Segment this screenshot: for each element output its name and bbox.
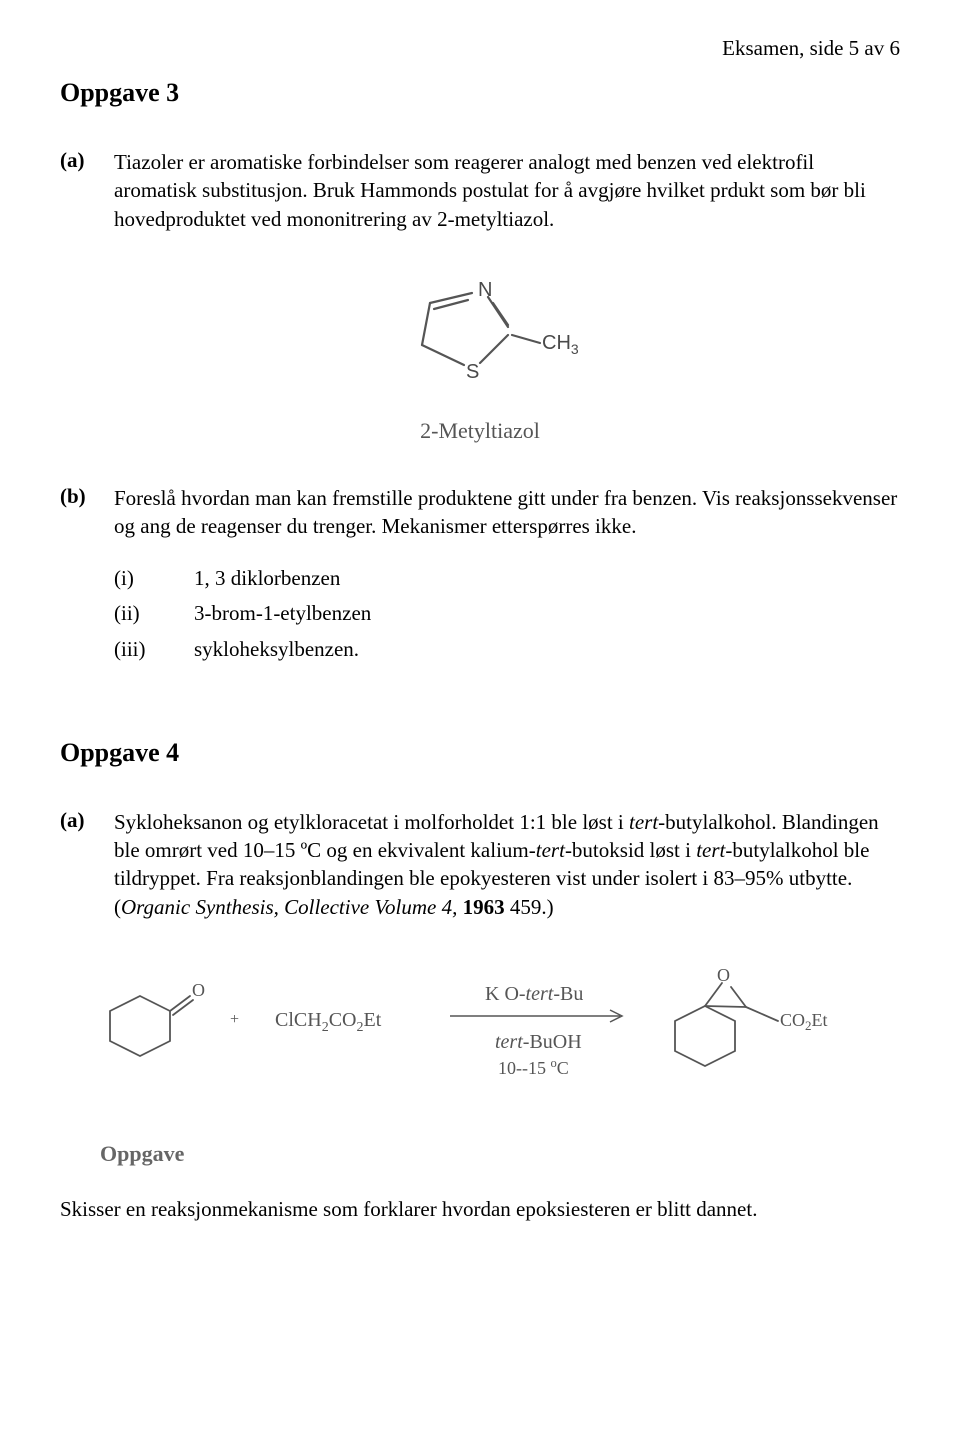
product-svg: O CO2Et bbox=[660, 961, 860, 1081]
arrow-frag: -BuOH bbox=[523, 1031, 582, 1053]
task3-heading: Oppgave 3 bbox=[60, 78, 900, 108]
arrow-bottom-label-2: 10--15 oC bbox=[498, 1056, 569, 1079]
arrow-frag-it: tert bbox=[526, 983, 554, 1005]
text-frag: 459.) bbox=[505, 895, 554, 919]
arrow-frag: 10--15 bbox=[498, 1058, 551, 1078]
task3-part-a: (a) Tiazoler er aromatiske forbindelser … bbox=[60, 148, 900, 233]
task3-part-a-text: Tiazoler er aromatiske forbindelser som … bbox=[114, 148, 900, 233]
methylthiazole-structure: N S CH3 2-Metyltiazol bbox=[60, 263, 900, 444]
task4-part-a-label: (a) bbox=[60, 808, 114, 833]
task3-b-item-3: (iii) sykloheksylbenzen. bbox=[114, 632, 900, 668]
task3-part-b-label: (b) bbox=[60, 484, 114, 509]
arrow-bottom-label-1: tert-BuOH bbox=[495, 1031, 582, 1054]
task4-part-a-text: Sykloheksanon og etylkloracetat i molfor… bbox=[114, 808, 900, 921]
product-co2et: CO bbox=[780, 1010, 805, 1030]
structure-caption: 2-Metyltiazol bbox=[60, 418, 900, 444]
text-frag: Sykloheksanon og etylkloracetat i molfor… bbox=[114, 810, 629, 834]
arrow-frag-it: tert bbox=[495, 1031, 523, 1053]
methylthiazole-svg: N S CH3 bbox=[380, 263, 580, 403]
ch3-label: CH bbox=[542, 332, 571, 354]
sub-oppgave-label: Oppgave bbox=[100, 1141, 900, 1167]
task3-b-item-2: (ii) 3-brom-1-etylbenzen bbox=[114, 596, 900, 632]
task3-part-b: (b) Foreslå hvordan man kan fremstille p… bbox=[60, 484, 900, 678]
final-instruction: Skisser en reaksjonmekanisme som forklar… bbox=[60, 1197, 900, 1222]
reagent-sub: 2 bbox=[322, 1020, 329, 1035]
svg-text:CO2Et: CO2Et bbox=[780, 1010, 828, 1033]
task4-part-a: (a) Sykloheksanon og etylkloracetat i mo… bbox=[60, 808, 900, 921]
s-label: S bbox=[466, 361, 479, 383]
text-frag-it: tert bbox=[629, 810, 658, 834]
reagent-frag: CO bbox=[329, 1009, 357, 1031]
text-frag-it: Organic Synthesis, Collective Volume 4, bbox=[121, 895, 457, 919]
carbonyl-o: O bbox=[192, 980, 205, 1000]
item-num: (ii) bbox=[114, 596, 194, 632]
cyclohexanone-svg: O bbox=[100, 966, 210, 1076]
item-num: (i) bbox=[114, 561, 194, 597]
text-frag-it: tert bbox=[536, 838, 565, 862]
task3-b-item-1: (i) 1, 3 diklorbenzen bbox=[114, 561, 900, 597]
task3-part-a-label: (a) bbox=[60, 148, 114, 173]
item-text: 3-brom-1-etylbenzen bbox=[194, 596, 371, 632]
n-label: N bbox=[478, 279, 492, 301]
arrow-frag: K O- bbox=[485, 983, 526, 1005]
page-header: Eksamen, side 5 av 6 bbox=[722, 36, 900, 61]
item-num: (iii) bbox=[114, 632, 194, 668]
reagent-frag: Et bbox=[363, 1009, 381, 1031]
text-frag-it: tert bbox=[696, 838, 725, 862]
epoxide-o: O bbox=[717, 965, 730, 985]
reagent-frag: ClCH bbox=[275, 1009, 322, 1031]
chloroacetate-label: ClCH2CO2Et bbox=[275, 1009, 381, 1036]
task3-part-b-intro: Foreslå hvordan man kan fremstille produ… bbox=[114, 484, 900, 541]
arrow-frag: -Bu bbox=[553, 983, 583, 1005]
arrow-frag: C bbox=[557, 1058, 569, 1078]
task4-heading: Oppgave 4 bbox=[60, 738, 900, 768]
reaction-scheme: O + ClCH2CO2Et K O-tert-Bu tert-BuOH 10-… bbox=[100, 961, 880, 1111]
text-frag-bold: 1963 bbox=[463, 895, 505, 919]
arrow-top-label: K O-tert-Bu bbox=[485, 983, 583, 1006]
item-text: sykloheksylbenzen. bbox=[194, 632, 359, 668]
plus-symbol: + bbox=[230, 1011, 239, 1029]
svg-text:CH3: CH3 bbox=[542, 332, 579, 357]
item-text: 1, 3 diklorbenzen bbox=[194, 561, 340, 597]
text-frag: -butoksid løst i bbox=[565, 838, 696, 862]
ch3-sub: 3 bbox=[571, 341, 579, 357]
product-et: Et bbox=[812, 1010, 828, 1030]
